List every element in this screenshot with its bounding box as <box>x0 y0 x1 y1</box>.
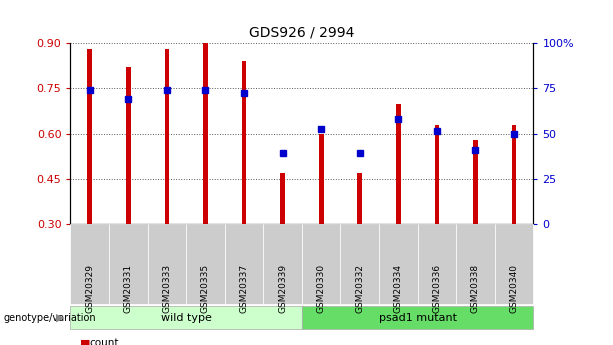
Text: ▶: ▶ <box>56 313 64 323</box>
Bar <box>165 49 169 224</box>
Title: GDS926 / 2994: GDS926 / 2994 <box>249 25 354 39</box>
Text: wild type: wild type <box>161 313 211 323</box>
Text: GSM20332: GSM20332 <box>356 264 364 313</box>
Text: genotype/variation: genotype/variation <box>3 313 96 323</box>
Bar <box>512 125 516 224</box>
Bar <box>396 104 401 224</box>
Bar <box>203 43 208 224</box>
Text: GSM20336: GSM20336 <box>432 264 441 313</box>
Bar <box>126 67 131 224</box>
Bar <box>242 61 246 224</box>
Text: GSM20334: GSM20334 <box>394 264 403 313</box>
Text: GSM20339: GSM20339 <box>278 264 287 313</box>
Bar <box>435 125 439 224</box>
Text: GSM20333: GSM20333 <box>162 264 172 313</box>
Text: GSM20330: GSM20330 <box>317 264 326 313</box>
Bar <box>280 173 285 224</box>
Bar <box>473 140 478 224</box>
Text: ■: ■ <box>80 338 90 345</box>
Text: GSM20340: GSM20340 <box>509 264 519 313</box>
Text: count: count <box>89 338 118 345</box>
Text: GSM20335: GSM20335 <box>201 264 210 313</box>
Text: GSM20338: GSM20338 <box>471 264 480 313</box>
Text: GSM20331: GSM20331 <box>124 264 133 313</box>
Text: psad1 mutant: psad1 mutant <box>379 313 457 323</box>
Bar <box>88 49 92 224</box>
Bar <box>319 134 324 224</box>
Text: GSM20337: GSM20337 <box>240 264 248 313</box>
Text: GSM20329: GSM20329 <box>85 264 94 313</box>
Bar <box>357 173 362 224</box>
